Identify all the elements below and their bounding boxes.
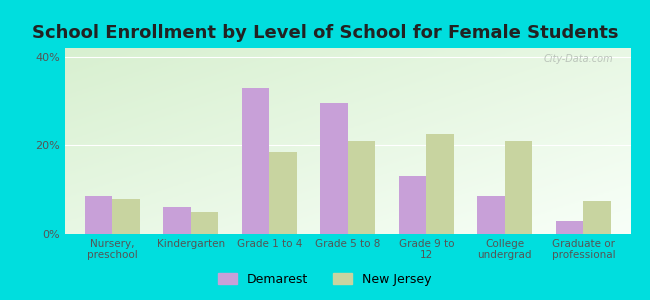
Bar	[556, 221, 584, 234]
Bar	[320, 103, 348, 234]
Text: City-Data.com: City-Data.com	[544, 54, 614, 64]
Bar	[242, 88, 269, 234]
Bar	[584, 201, 611, 234]
Bar	[505, 141, 532, 234]
Bar	[163, 207, 190, 234]
Bar	[348, 141, 375, 234]
Bar	[112, 199, 140, 234]
Bar	[477, 196, 505, 234]
Bar	[399, 176, 426, 234]
Bar	[426, 134, 454, 234]
Legend: Demarest, New Jersey: Demarest, New Jersey	[213, 268, 437, 291]
Bar	[269, 152, 296, 234]
Text: School Enrollment by Level of School for Female Students: School Enrollment by Level of School for…	[32, 24, 618, 42]
Bar	[84, 196, 112, 234]
Bar	[190, 212, 218, 234]
